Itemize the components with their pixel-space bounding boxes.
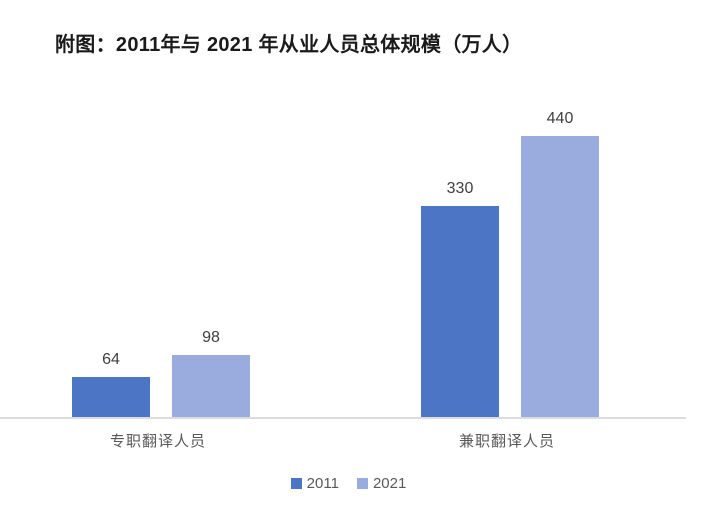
bar-2011-category-0 xyxy=(72,377,150,418)
legend-swatch-icon xyxy=(356,478,368,489)
bar-value-label: 64 xyxy=(102,351,120,368)
bar-2011-category-1 xyxy=(421,206,499,418)
x-axis-line xyxy=(0,417,686,419)
category-label-1: 兼职翻译人员 xyxy=(458,433,555,450)
legend-label: 2021 xyxy=(372,475,407,492)
legend-item-2011: 2011 xyxy=(290,475,339,492)
bar-2021-category-0 xyxy=(172,355,250,418)
legend-label: 2011 xyxy=(306,475,339,492)
category-label-0: 专职翻译人员 xyxy=(109,433,206,450)
chart-title: 附图：2011年与 2021 年从业人员总体规模（万人） xyxy=(55,34,523,56)
legend: 2011 2021 xyxy=(0,475,697,492)
bar-value-label: 330 xyxy=(446,180,474,197)
bar-2021-category-1 xyxy=(521,136,599,418)
legend-swatch-icon xyxy=(290,478,302,489)
bar-value-label: 98 xyxy=(202,329,220,346)
bar-value-label: 440 xyxy=(546,110,574,127)
legend-item-2021: 2021 xyxy=(356,475,407,492)
